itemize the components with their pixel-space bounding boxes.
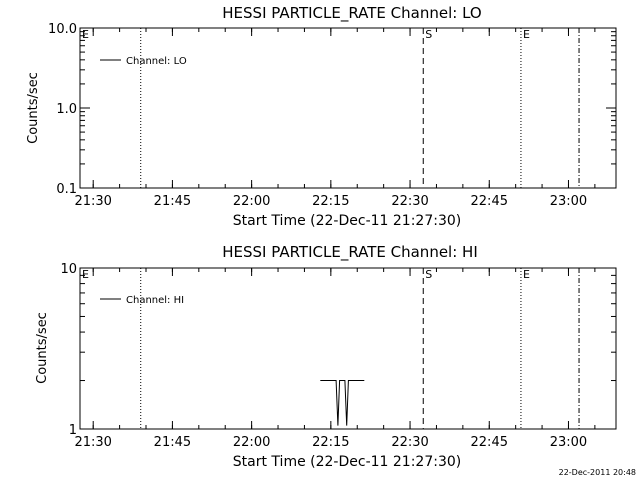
x-tick-label: 21:30 (74, 194, 111, 209)
x-tick-label: 21:30 (74, 435, 111, 450)
x-tick-label: 22:45 (471, 194, 508, 209)
x-tick-label: 22:00 (233, 435, 270, 450)
x-axis-label-hi: Start Time (22-Dec-11 21:27:30) (233, 454, 461, 470)
event-marker-label: E (523, 28, 530, 41)
y-axis-label-lo: Counts/sec (26, 72, 41, 144)
y-axis-label-hi: Counts/sec (35, 312, 50, 384)
series-line (320, 380, 365, 426)
panel-lo: HESSI PARTICLE_RATE Channel: LO 21:30 21:… (26, 4, 617, 229)
x-axis-label-lo: Start Time (22-Dec-11 21:27:30) (233, 213, 461, 229)
y-tick-label: 0.1 (56, 182, 77, 197)
event-marker-label: E (82, 28, 89, 41)
chart-title-lo: HESSI PARTICLE_RATE Channel: LO (222, 4, 481, 23)
legend-label-lo: Channel: LO (126, 56, 187, 67)
x-axis-hi: 21:30 21:45 22:00 22:15 22:30 22:45 23:00 (74, 268, 596, 450)
x-axis-lo: 21:30 21:45 22:00 22:15 22:30 22:45 23:00 (74, 28, 596, 209)
x-tick-label: 22:30 (391, 194, 428, 209)
legend-label-hi: Channel: HI (126, 295, 184, 306)
x-tick-label: 21:45 (154, 435, 191, 450)
event-marker-label: E (523, 268, 530, 281)
x-tick-label: 23:00 (550, 435, 587, 450)
chart-title-hi: HESSI PARTICLE_RATE Channel: HI (222, 243, 478, 262)
event-marker-label: S (425, 268, 432, 281)
y-axis-lo: 0.1 1.0 10.0 (48, 22, 616, 197)
plot-frame-lo (79, 27, 617, 189)
y-axis-hi: 1 10 (60, 262, 616, 438)
event-marker-label: E (82, 268, 89, 281)
x-tick-label: 22:15 (312, 435, 349, 450)
y-tick-label: 1.0 (56, 102, 77, 117)
plot-frame-hi (79, 267, 617, 430)
event-marker-label: S (425, 28, 432, 41)
x-tick-label: 23:00 (550, 194, 587, 209)
x-tick-label: 22:00 (233, 194, 270, 209)
x-tick-label: 22:45 (471, 435, 508, 450)
y-tick-label: 10.0 (48, 22, 77, 37)
legend-hi: Channel: HI (100, 295, 184, 306)
series-hi (320, 380, 365, 426)
x-tick-label: 22:30 (391, 435, 428, 450)
y-tick-label: 1 (69, 423, 77, 438)
x-tick-label: 22:15 (312, 194, 349, 209)
y-tick-label: 10 (60, 262, 77, 277)
panel-hi: HESSI PARTICLE_RATE Channel: HI 21:30 21:… (35, 243, 617, 470)
x-tick-label: 21:45 (154, 194, 191, 209)
footer-timestamp: 22-Dec-2011 20:48 (559, 468, 636, 477)
legend-lo: Channel: LO (100, 56, 187, 67)
